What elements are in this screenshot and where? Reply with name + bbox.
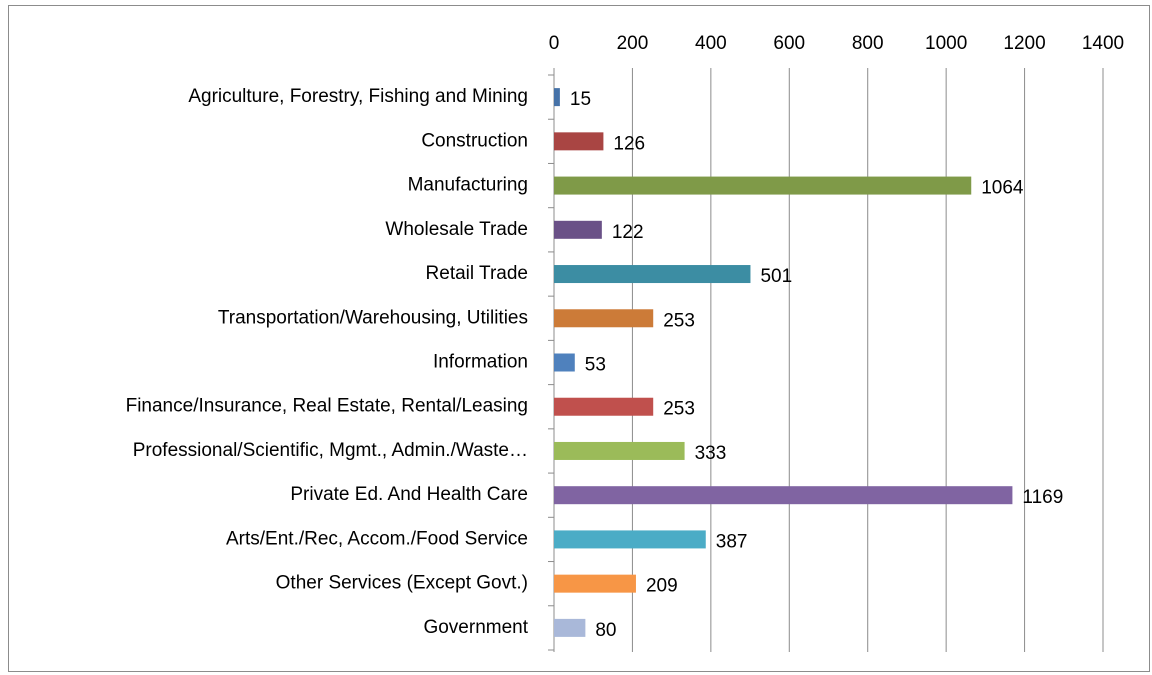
data-label: 1064 [981,178,1024,199]
bar [554,574,636,593]
y-tick-label: Information [433,352,528,373]
data-label: 253 [663,310,695,331]
data-label: 333 [695,443,727,464]
data-label: 126 [613,133,645,154]
y-tick-label: Government [423,617,528,638]
data-label: 501 [760,266,792,287]
y-tick-label: Transportation/Warehousing, Utilities [218,307,528,328]
bar [554,353,575,372]
x-tick-label: 1400 [1082,33,1124,54]
x-tick-label: 600 [773,33,805,54]
data-label: 253 [663,399,695,420]
bar [554,397,654,416]
y-tick-label: Agriculture, Forestry, Fishing and Minin… [188,86,528,107]
data-label: 209 [646,576,678,597]
y-tick-label: Construction [421,130,528,151]
y-tick-label: Manufacturing [408,175,528,196]
x-tick-label: 400 [695,33,727,54]
data-label: 122 [612,222,644,243]
x-tick-label: 800 [852,33,884,54]
x-tick-label: 1000 [925,33,967,54]
bar [554,618,586,637]
bar [554,530,706,549]
chart-frame [8,5,1150,672]
y-tick-label: Arts/Ent./Rec, Accom./Food Service [226,528,528,549]
bar [554,220,602,239]
bar [554,265,751,284]
data-label: 387 [716,531,748,552]
y-tick-label: Retail Trade [426,263,528,284]
y-tick-label: Private Ed. And Health Care [290,484,528,505]
y-tick-label: Wholesale Trade [385,219,528,240]
bar [554,441,685,460]
bar [554,132,604,151]
y-tick-label: Other Services (Except Govt.) [276,573,528,594]
bar [554,176,972,195]
data-label: 1169 [1022,487,1063,508]
x-tick-label: 1200 [1003,33,1045,54]
data-label: 53 [585,355,606,376]
y-tick-label: Professional/Scientific, Mgmt., Admin./W… [133,440,528,461]
data-label: 15 [570,89,591,110]
x-tick-label: 200 [617,33,649,54]
bar [554,486,1013,505]
data-label: 80 [595,620,616,641]
bar [554,88,560,107]
y-tick-label: Finance/Insurance, Real Estate, Rental/L… [126,396,528,417]
x-tick-label: 0 [549,33,560,54]
bar [554,309,654,328]
